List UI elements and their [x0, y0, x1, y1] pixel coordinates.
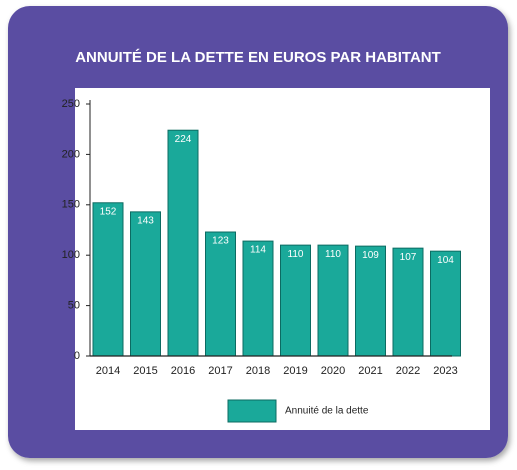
- legend-swatch: [227, 399, 277, 423]
- legend-label: Annuité de la dette: [285, 406, 369, 417]
- data-label: 114: [250, 245, 266, 256]
- y-tick-label: 150: [62, 199, 80, 211]
- x-tick-label: 2015: [133, 365, 157, 377]
- y-tick-label: 250: [62, 98, 80, 110]
- data-label: 104: [437, 255, 454, 266]
- bar: [92, 202, 124, 357]
- y-tick-label: 100: [62, 249, 80, 261]
- bar: [392, 247, 424, 357]
- data-label: 123: [212, 236, 229, 247]
- bar: [167, 129, 199, 357]
- bar: [280, 244, 311, 357]
- bar: [317, 244, 349, 357]
- y-tick-label: 50: [68, 300, 80, 312]
- data-label: 110: [288, 249, 304, 260]
- bar: [205, 231, 236, 357]
- x-tick-label: 2023: [433, 365, 457, 377]
- y-tick-label: 0: [74, 350, 80, 362]
- bar: [130, 211, 161, 357]
- x-tick-label: 2019: [283, 365, 307, 377]
- x-tick-label: 2020: [321, 365, 345, 377]
- data-label: 224: [175, 134, 192, 145]
- x-tick-label: 2021: [358, 365, 382, 377]
- data-label: 152: [100, 206, 117, 217]
- chart-title: ANNUITÉ DE LA DETTE EN EUROS PAR HABITAN…: [75, 49, 441, 66]
- bar: [242, 240, 274, 357]
- x-tick-label: 2017: [208, 365, 232, 377]
- x-tick-label: 2022: [396, 365, 420, 377]
- data-label: 143: [137, 215, 154, 226]
- data-label: 107: [400, 252, 417, 263]
- bar: [430, 250, 461, 357]
- y-tick-label: 200: [62, 148, 80, 160]
- x-tick-label: 2014: [96, 365, 120, 377]
- bar: [355, 245, 386, 357]
- data-label: 109: [362, 250, 379, 261]
- data-label: 110: [325, 249, 341, 260]
- x-tick-label: 2018: [246, 365, 270, 377]
- x-tick-label: 2016: [171, 365, 195, 377]
